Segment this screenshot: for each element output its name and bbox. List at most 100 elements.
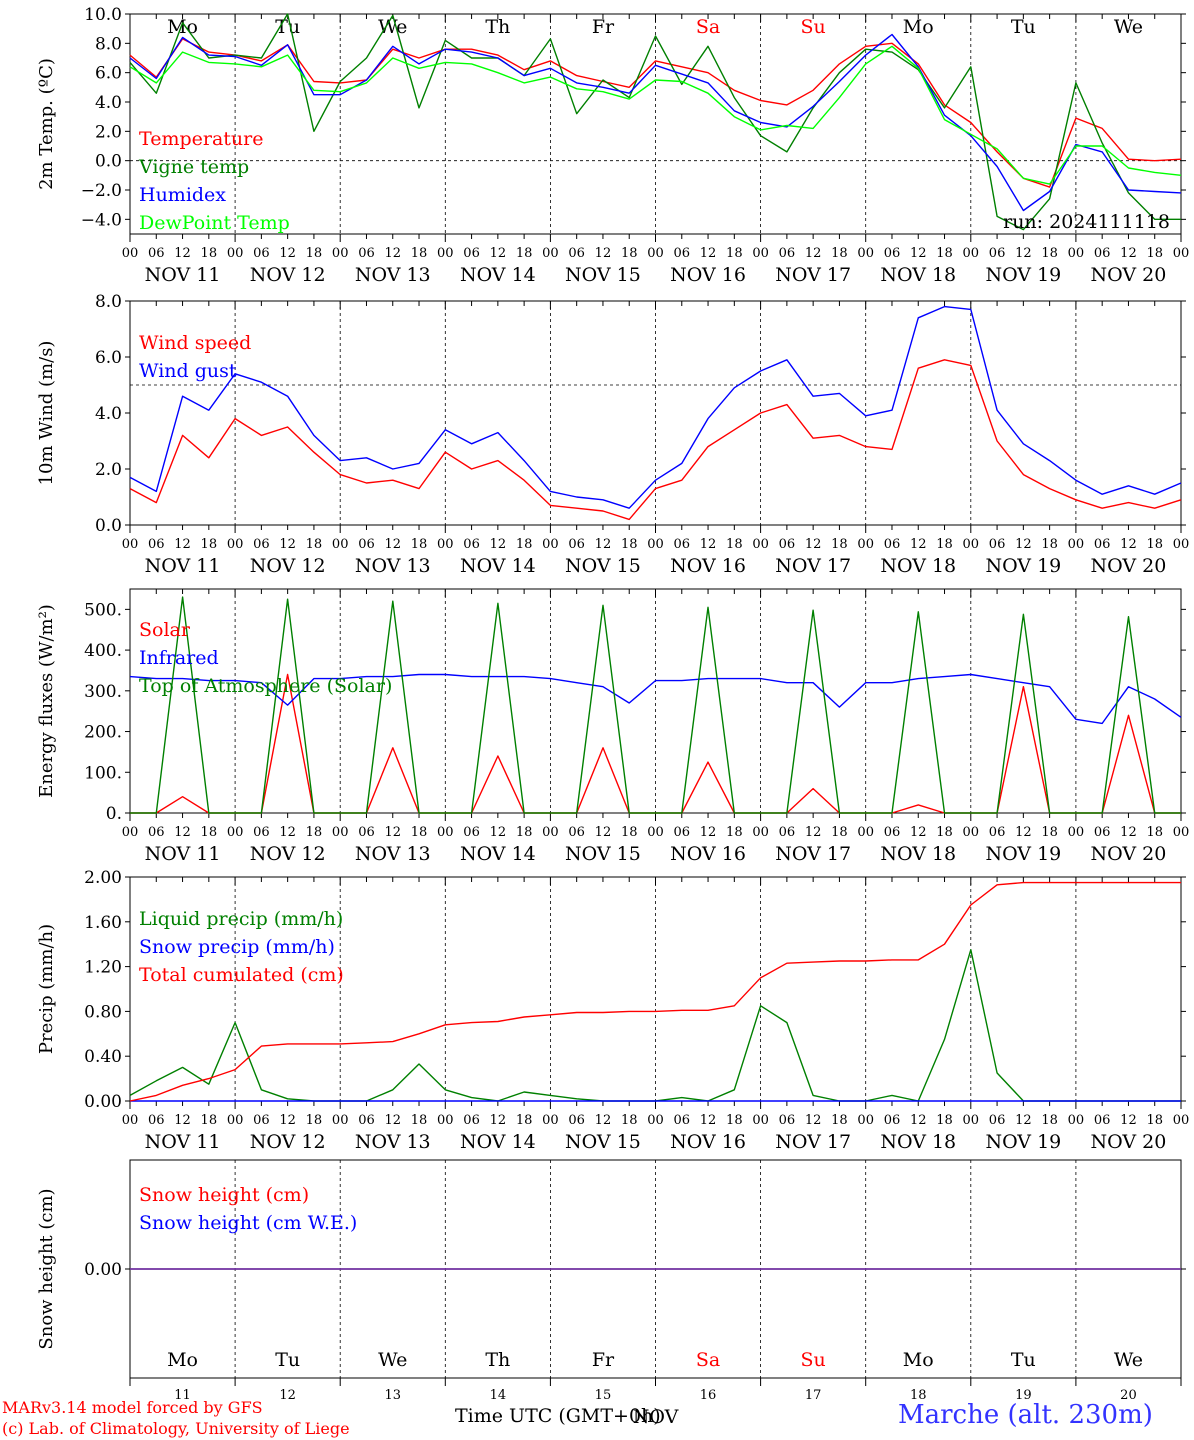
x-hour-label: 06	[463, 1113, 480, 1128]
weekday-label: Mo	[167, 1349, 198, 1371]
x-date-label: NOV 19	[985, 843, 1061, 865]
x-hour-label: 00	[332, 537, 349, 552]
weekday-label: Su	[801, 1349, 826, 1371]
legend-entry: Infrared	[139, 647, 219, 669]
y-tick-label: 4.0	[95, 404, 122, 424]
y-tick-label: 8.0	[95, 34, 122, 54]
x-hour-label: 06	[674, 1113, 691, 1128]
x-hour-label: 06	[358, 246, 375, 261]
panel-3: 500. 400. 300. 200. 100. 0. Energy fluxes (W/m…	[36, 588, 1189, 865]
x-hour-label: 12	[279, 825, 296, 840]
x-hour-label: 00	[857, 537, 874, 552]
x-hour-label: 12	[279, 246, 296, 261]
x-hour-label: 18	[201, 1113, 218, 1128]
x-hour-label: 18	[726, 537, 743, 552]
x-day-number: 16	[700, 1388, 717, 1403]
x-date-label: NOV 19	[985, 264, 1061, 286]
y-axis-label: Snow height (cm)	[36, 1188, 57, 1349]
x-hour-label: 18	[1041, 825, 1058, 840]
series-line	[129, 38, 1182, 188]
weekday-label: Mo	[167, 16, 198, 38]
x-hour-label: 00	[332, 246, 349, 261]
weekday-label: Su	[801, 16, 826, 38]
x-hour-label: 00	[1173, 537, 1190, 552]
x-hour-label: 12	[174, 246, 191, 261]
x-hour-label: 06	[674, 246, 691, 261]
x-hour-label: 18	[411, 1113, 428, 1128]
x-hour-label: 06	[1094, 1113, 1111, 1128]
x-date-label: NOV 18	[880, 1131, 956, 1153]
x-date-label: NOV 20	[1091, 555, 1167, 577]
x-hour-label: 12	[805, 1113, 822, 1128]
x-hour-label: 00	[752, 1113, 769, 1128]
x-date-label: NOV 17	[775, 1131, 851, 1153]
x-date-label: NOV 16	[670, 1131, 746, 1153]
x-hour-label: 12	[1120, 246, 1137, 261]
weekday-label: Th	[485, 16, 510, 38]
x-hour-label: 12	[1015, 537, 1032, 552]
x-date-label: NOV 19	[985, 555, 1061, 577]
x-hour-label: 00	[857, 246, 874, 261]
series-line	[129, 13, 1181, 231]
y-tick-label: 6.0	[95, 64, 122, 84]
panel-2: 8.0 6.0 4.0 2.0 0.0 10m Wind (m/s) 00 06 12 18 00 0…	[36, 292, 1189, 577]
x-date-label: NOV 12	[250, 555, 326, 577]
x-hour-label: 12	[595, 537, 612, 552]
x-hour-label: 00	[542, 825, 559, 840]
x-hour-label: 12	[700, 537, 717, 552]
weekday-label: We	[1114, 1349, 1143, 1371]
x-date-label: NOV 13	[355, 843, 431, 865]
x-hour-label: 18	[411, 825, 428, 840]
weekday-label: We	[1114, 16, 1143, 38]
x-hour-label: 12	[595, 1113, 612, 1128]
x-day-number: 15	[595, 1388, 612, 1403]
x-hour-label: 18	[726, 246, 743, 261]
y-tick-label: 0.00	[84, 1260, 122, 1280]
y-tick-label: 200.	[84, 723, 122, 743]
x-date-label: NOV 11	[145, 843, 221, 865]
x-hour-label: 00	[437, 537, 454, 552]
x-hour-label: 12	[700, 1113, 717, 1128]
y-tick-label: 1.60	[84, 913, 122, 933]
x-date-label: NOV 14	[460, 264, 536, 286]
x-hour-label: 12	[1015, 825, 1032, 840]
x-hour-label: 18	[201, 825, 218, 840]
x-hour-label: 06	[884, 1113, 901, 1128]
x-date-label: NOV 19	[985, 1131, 1061, 1153]
x-hour-label: 18	[306, 537, 323, 552]
x-hour-label: 18	[516, 246, 533, 261]
x-hour-label: 00	[542, 1113, 559, 1128]
x-hour-label: 18	[1146, 1113, 1163, 1128]
x-hour-label: 00	[122, 1113, 139, 1128]
x-date-label: NOV 11	[145, 555, 221, 577]
x-hour-label: 06	[463, 825, 480, 840]
x-hour-label: 12	[1120, 825, 1137, 840]
y-tick-label: 2.0	[95, 122, 122, 142]
x-hour-label: 06	[674, 825, 691, 840]
y-tick-label: −4.0	[81, 210, 122, 230]
x-hour-label: 12	[1015, 1113, 1032, 1128]
x-hour-label: 00	[752, 537, 769, 552]
y-tick-label: 100.	[84, 763, 122, 783]
x-date-label: NOV 14	[460, 1131, 536, 1153]
x-hour-label: 12	[595, 825, 612, 840]
weekday-label: Tu	[275, 1349, 300, 1371]
x-hour-label: 00	[122, 825, 139, 840]
x-hour-label: 06	[884, 246, 901, 261]
x-date-label: NOV 12	[250, 264, 326, 286]
x-hour-label: 00	[542, 537, 559, 552]
legend-entry: Top of Atmosphere (Solar)	[139, 675, 392, 697]
x-hour-label: 12	[384, 246, 401, 261]
legend-entry: DewPoint Temp	[139, 212, 290, 234]
weekday-label: Fr	[592, 1349, 615, 1371]
x-hour-label: 12	[910, 246, 927, 261]
x-hour-label: 18	[1146, 537, 1163, 552]
x-date-label: NOV 12	[250, 843, 326, 865]
x-hour-label: 18	[1041, 537, 1058, 552]
legend-entry: Snow height (cm W.E.)	[139, 1212, 357, 1234]
x-hour-label: 06	[568, 246, 585, 261]
x-date-label: NOV 14	[460, 555, 536, 577]
x-hour-label: 12	[384, 825, 401, 840]
x-hour-label: 06	[674, 537, 691, 552]
